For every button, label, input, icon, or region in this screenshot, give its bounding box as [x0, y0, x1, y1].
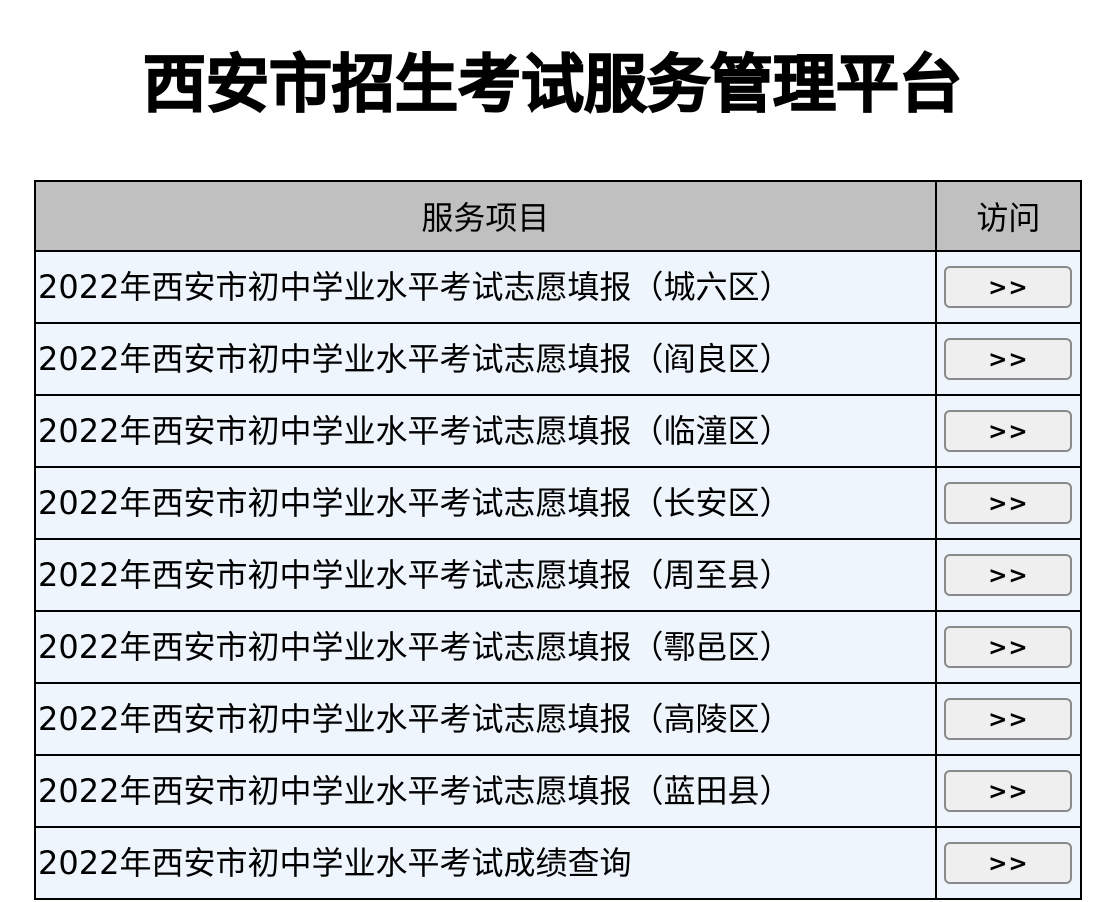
visit-cell: >>	[934, 538, 1083, 612]
service-name-cell: 2022年西安市初中学业水平考试成绩查询	[34, 826, 937, 900]
table-row: 2022年西安市初中学业水平考试志愿填报（临潼区） >>	[34, 394, 1083, 468]
table-header-row: 服务项目 访问	[34, 180, 1083, 252]
visit-button[interactable]: >>	[944, 554, 1073, 596]
visit-button[interactable]: >>	[944, 626, 1073, 668]
table-row: 2022年西安市初中学业水平考试志愿填报（蓝田县） >>	[34, 754, 1083, 828]
service-table: 服务项目 访问 2022年西安市初中学业水平考试志愿填报（城六区） >> 2022年…	[34, 180, 1083, 900]
visit-button[interactable]: >>	[944, 698, 1073, 740]
visit-button[interactable]: >>	[944, 482, 1073, 524]
visit-button[interactable]: >>	[944, 410, 1073, 452]
column-header-visit: 访问	[934, 180, 1083, 252]
visit-cell: >>	[934, 394, 1083, 468]
table-body: 2022年西安市初中学业水平考试志愿填报（城六区） >> 2022年西安市初中学业水…	[34, 250, 1083, 900]
table-row: 2022年西安市初中学业水平考试志愿填报（鄠邑区） >>	[34, 610, 1083, 684]
table-row: 2022年西安市初中学业水平考试志愿填报（阎良区） >>	[34, 322, 1083, 396]
table-row: 2022年西安市初中学业水平考试成绩查询 >>	[34, 826, 1083, 900]
visit-cell: >>	[934, 322, 1083, 396]
table-row: 2022年西安市初中学业水平考试志愿填报（长安区） >>	[34, 466, 1083, 540]
visit-cell: >>	[934, 250, 1083, 324]
visit-button[interactable]: >>	[944, 266, 1073, 308]
service-name-cell: 2022年西安市初中学业水平考试志愿填报（临潼区）	[34, 394, 937, 468]
service-name-cell: 2022年西安市初中学业水平考试志愿填报（周至县）	[34, 538, 937, 612]
service-name-cell: 2022年西安市初中学业水平考试志愿填报（城六区）	[34, 250, 937, 324]
table-row: 2022年西安市初中学业水平考试志愿填报（周至县） >>	[34, 538, 1083, 612]
visit-cell: >>	[934, 682, 1083, 756]
page-title: 西安市招生考试服务管理平台	[142, 47, 963, 122]
service-name-cell: 2022年西安市初中学业水平考试志愿填报（长安区）	[34, 466, 937, 540]
visit-cell: >>	[934, 466, 1083, 540]
visit-cell: >>	[934, 754, 1083, 828]
table-row: 2022年西安市初中学业水平考试志愿填报（高陵区） >>	[34, 682, 1083, 756]
table-row: 2022年西安市初中学业水平考试志愿填报（城六区） >>	[34, 250, 1083, 324]
visit-button[interactable]: >>	[944, 842, 1073, 884]
service-name-cell: 2022年西安市初中学业水平考试志愿填报（阎良区）	[34, 322, 937, 396]
visit-button[interactable]: >>	[944, 770, 1073, 812]
service-name-cell: 2022年西安市初中学业水平考试志愿填报（高陵区）	[34, 682, 937, 756]
visit-cell: >>	[934, 826, 1083, 900]
visit-button[interactable]: >>	[944, 338, 1073, 380]
table-header: 服务项目 访问	[34, 180, 1083, 252]
service-name-cell: 2022年西安市初中学业水平考试志愿填报（鄠邑区）	[34, 610, 937, 684]
service-name-cell: 2022年西安市初中学业水平考试志愿填报（蓝田县）	[34, 754, 937, 828]
visit-cell: >>	[934, 610, 1083, 684]
column-header-service: 服务项目	[34, 180, 937, 252]
